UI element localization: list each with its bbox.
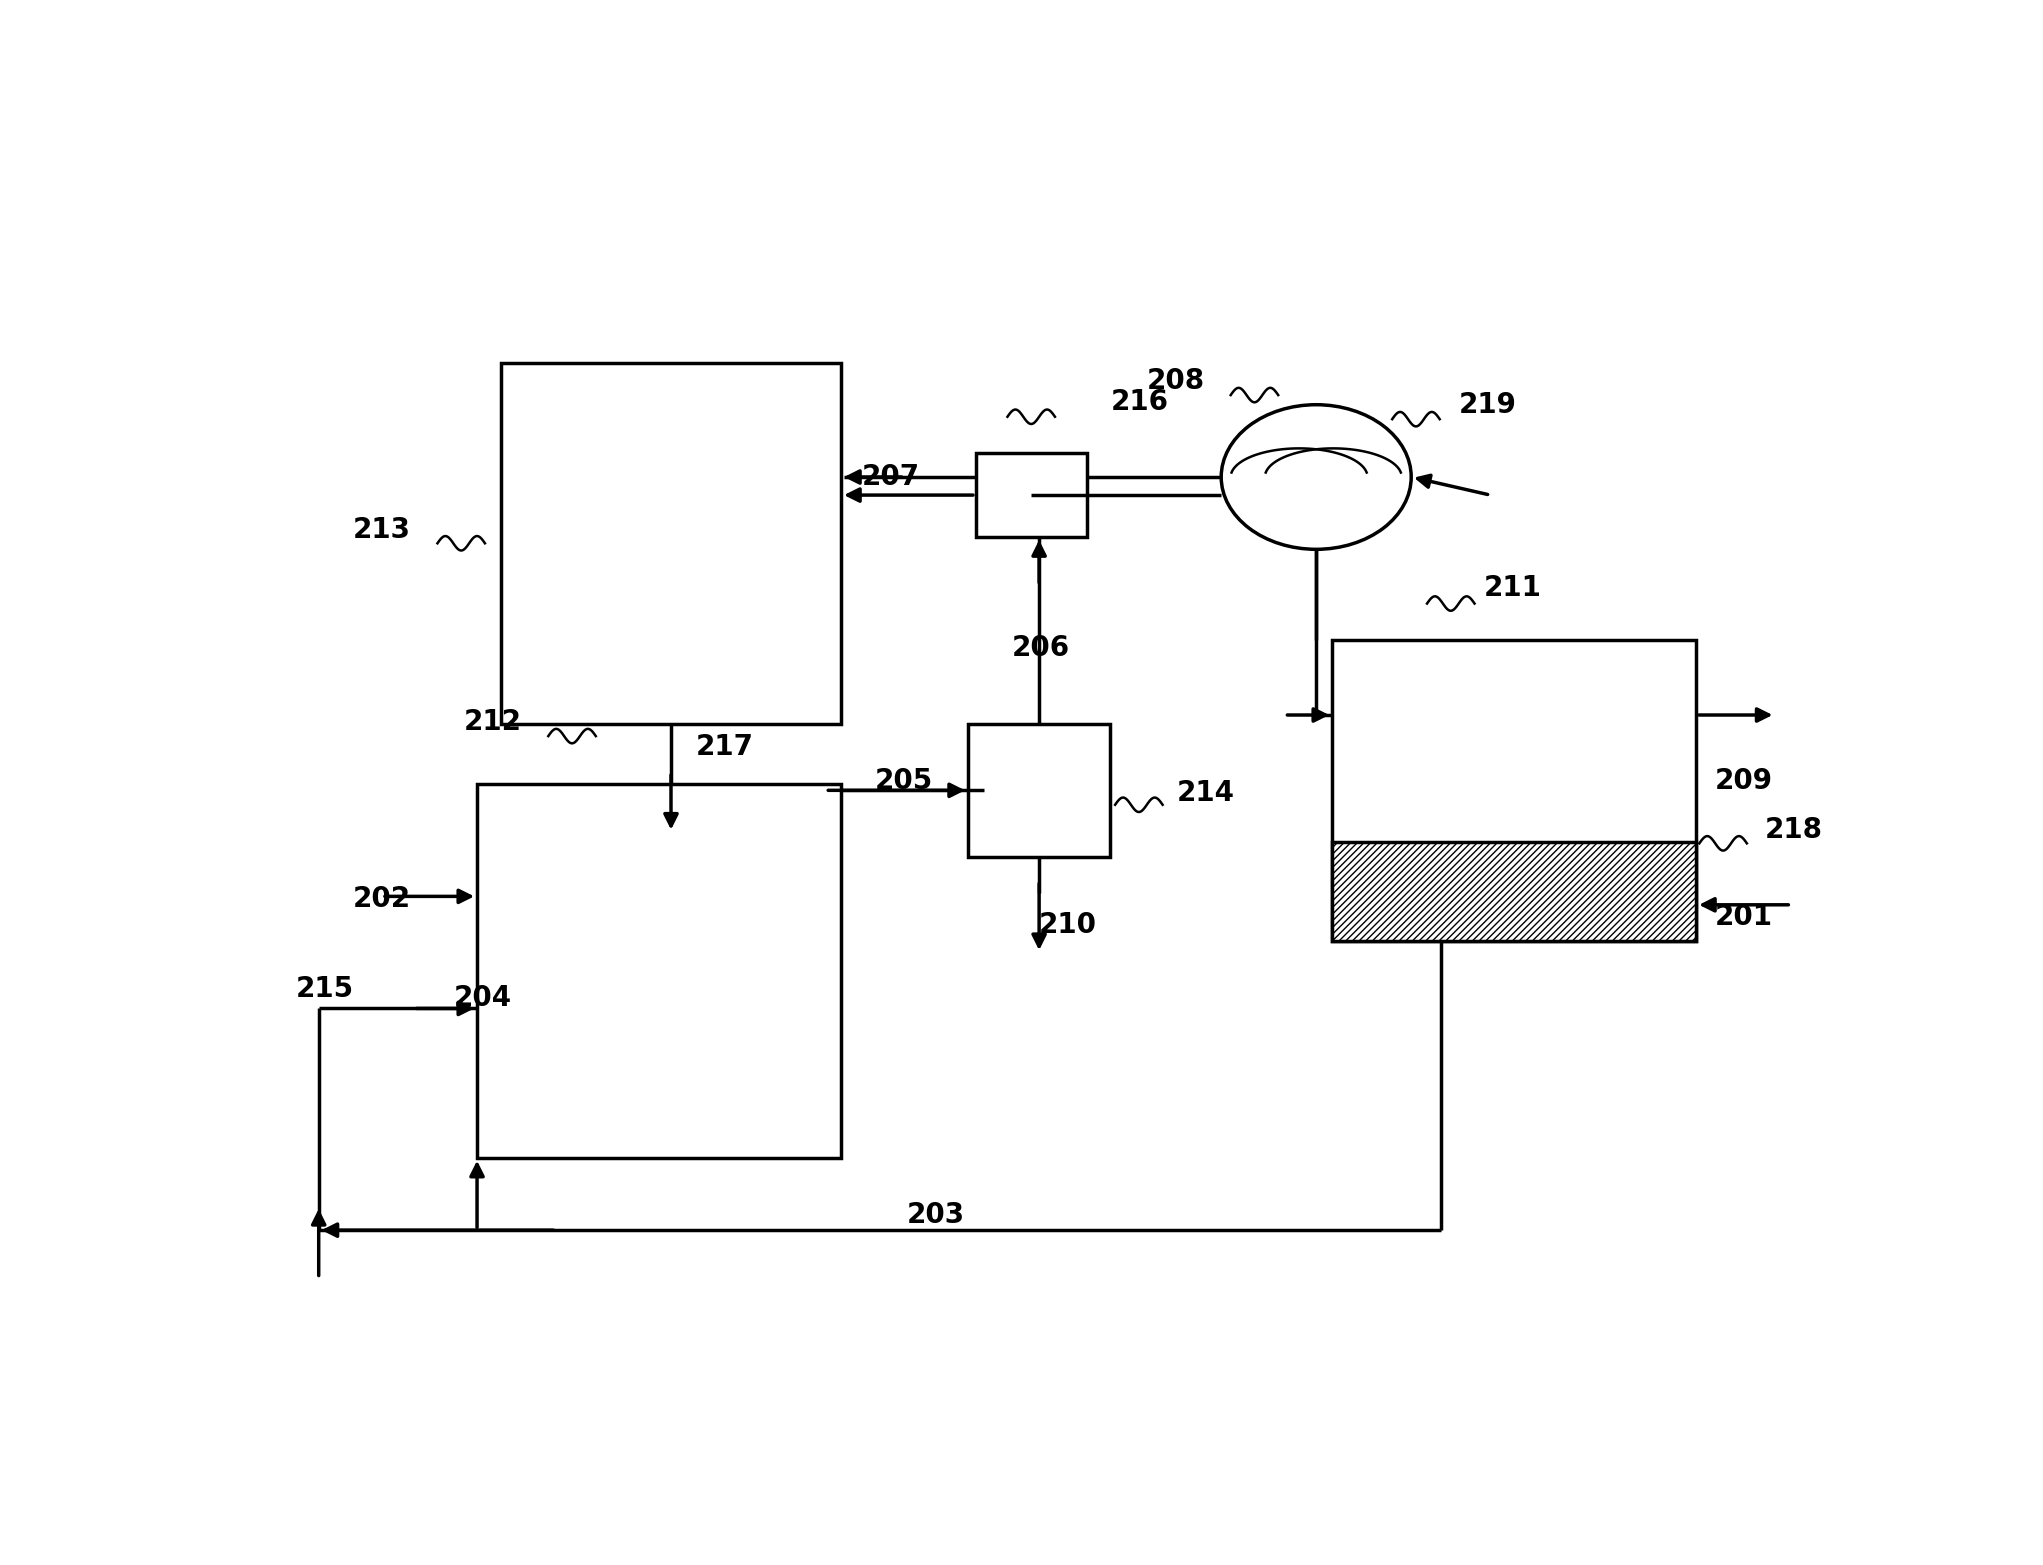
Text: 214: 214: [1177, 779, 1234, 806]
Text: 210: 210: [1040, 911, 1097, 939]
Text: 211: 211: [1483, 574, 1542, 603]
Bar: [1332, 842, 1696, 941]
Text: 205: 205: [874, 767, 934, 795]
Text: 208: 208: [1148, 366, 1205, 394]
Text: 219: 219: [1459, 391, 1516, 419]
Text: 203: 203: [907, 1200, 964, 1229]
Text: 218: 218: [1765, 815, 1822, 844]
Bar: [501, 363, 842, 725]
Text: 213: 213: [353, 516, 411, 545]
Text: 217: 217: [695, 732, 754, 761]
Bar: [478, 784, 842, 1158]
Text: 209: 209: [1716, 767, 1773, 795]
Text: 206: 206: [1011, 634, 1071, 662]
Text: 202: 202: [351, 884, 411, 912]
Bar: [977, 452, 1087, 537]
Bar: [968, 725, 1111, 856]
Text: 215: 215: [296, 975, 353, 1003]
Text: 201: 201: [1716, 903, 1773, 931]
Text: 204: 204: [454, 983, 513, 1011]
Text: 216: 216: [1111, 388, 1169, 416]
Circle shape: [1222, 405, 1412, 549]
Text: 207: 207: [862, 463, 919, 491]
Text: 212: 212: [464, 707, 521, 736]
Bar: [1332, 640, 1696, 941]
